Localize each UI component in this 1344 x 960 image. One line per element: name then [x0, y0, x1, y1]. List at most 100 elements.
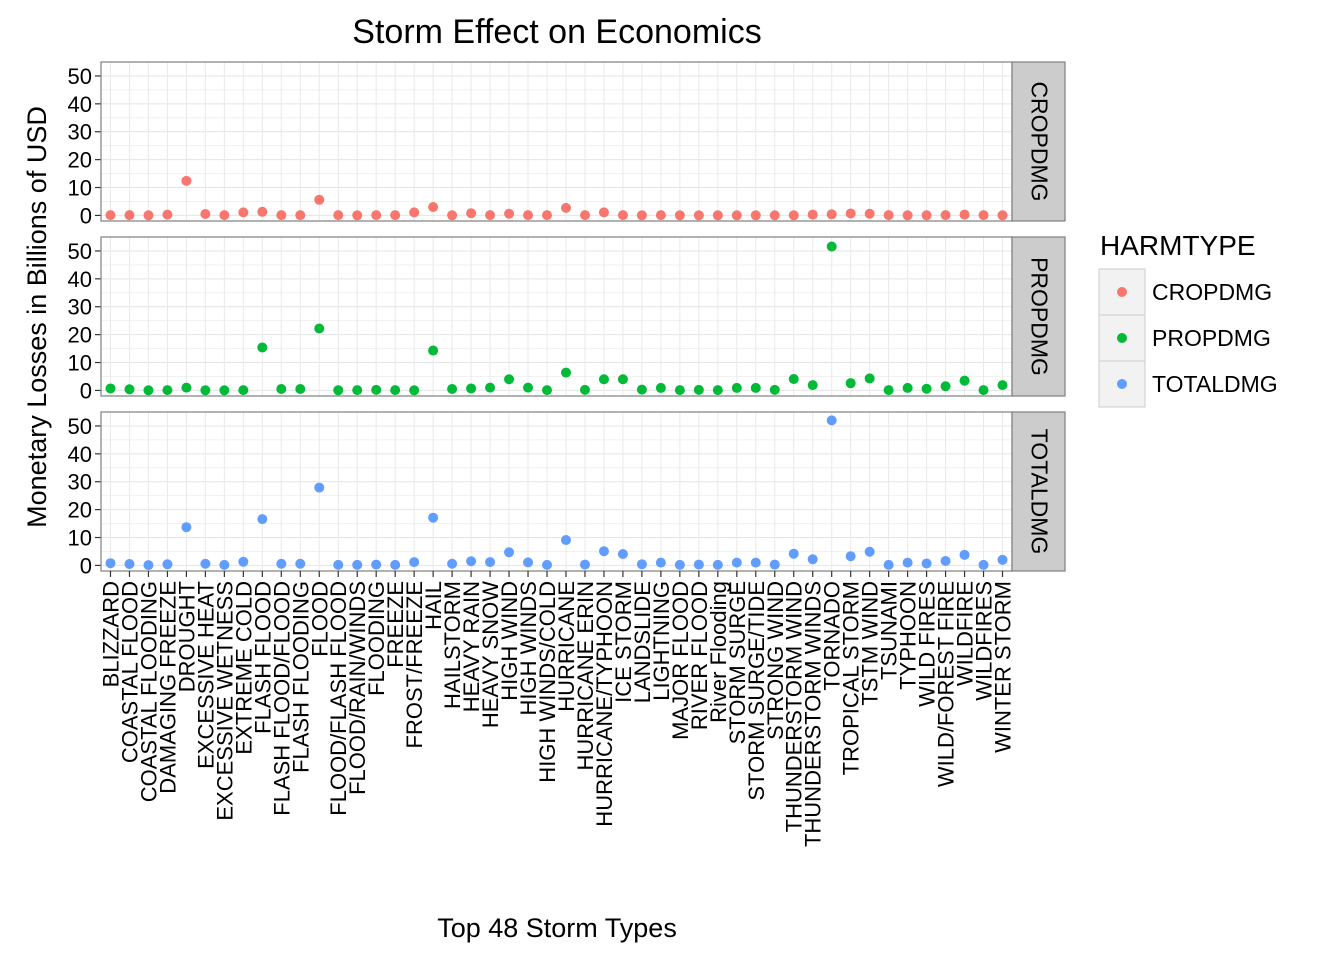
data-point-propdmg — [674, 385, 685, 396]
x-tick-label: ICE STORM — [611, 581, 636, 703]
data-point-totaldmg — [200, 558, 211, 569]
legend-item-totaldmg: TOTALDMG — [1098, 360, 1278, 408]
y-tick-label: 20 — [68, 323, 92, 348]
data-point-cropdmg — [883, 210, 894, 221]
data-point-propdmg — [731, 382, 742, 393]
x-tick-label: WILD/FOREST FIRE — [934, 581, 959, 787]
data-point-cropdmg — [940, 210, 951, 221]
x-tick-label: HAILSTORM — [440, 581, 465, 709]
x-tick-label: COASTAL FLOODING — [136, 581, 161, 802]
data-point-totaldmg — [485, 557, 496, 568]
data-point-propdmg — [466, 383, 477, 394]
data-point-totaldmg — [807, 554, 818, 565]
data-point-cropdmg — [143, 210, 154, 221]
x-tick-label: WILDFIRE — [953, 581, 978, 686]
data-point-propdmg — [504, 374, 515, 385]
data-point-cropdmg — [712, 210, 723, 221]
x-tick-label: STORM SURGE — [725, 581, 750, 744]
x-tick-label: HAIL — [421, 581, 446, 630]
data-point-cropdmg — [560, 202, 571, 213]
data-point-totaldmg — [409, 557, 420, 568]
x-tick-label: WILD FIRES — [915, 581, 940, 707]
legend-key — [1098, 268, 1146, 316]
data-point-cropdmg — [959, 209, 970, 220]
data-point-propdmg — [333, 385, 344, 396]
facet-strip-label: TOTALDMG — [1027, 429, 1053, 555]
data-point-totaldmg — [542, 559, 553, 570]
data-point-totaldmg — [390, 559, 401, 570]
y-tick-label: 20 — [68, 148, 92, 173]
data-point-propdmg — [769, 384, 780, 395]
data-point-propdmg — [390, 385, 401, 396]
x-tick-label: DROUGHT — [174, 581, 199, 692]
data-point-totaldmg — [579, 559, 590, 570]
y-tick-label: 10 — [68, 526, 92, 551]
data-point-cropdmg — [864, 208, 875, 219]
data-point-totaldmg — [883, 559, 894, 570]
facet-strip — [1011, 411, 1066, 572]
data-point-cropdmg — [447, 210, 458, 221]
data-point-propdmg — [181, 382, 192, 393]
x-tick-label: TORNADO — [820, 581, 845, 691]
data-point-propdmg — [978, 385, 989, 396]
data-point-totaldmg — [143, 560, 154, 571]
data-point-propdmg — [845, 378, 856, 389]
x-tick-label: THUNDERSTORM WIND — [782, 581, 807, 832]
data-point-propdmg — [409, 385, 420, 396]
data-point-totaldmg — [105, 558, 116, 569]
data-point-cropdmg — [428, 202, 439, 213]
data-point-totaldmg — [997, 554, 1008, 565]
x-tick-label: HIGH WIND — [497, 581, 522, 701]
legend-item-cropdmg: CROPDMG — [1098, 268, 1272, 316]
facet-panels: 01020304050CROPDMG01020304050PROPDMG0102… — [68, 61, 1066, 578]
data-point-cropdmg — [523, 210, 534, 221]
data-point-totaldmg — [428, 512, 439, 523]
y-tick-label: 20 — [68, 498, 92, 523]
data-point-cropdmg — [333, 210, 344, 221]
data-point-cropdmg — [314, 194, 325, 205]
data-point-totaldmg — [276, 558, 287, 569]
data-point-totaldmg — [598, 546, 609, 557]
x-tick-label: BLIZZARD — [98, 581, 123, 687]
data-point-propdmg — [542, 385, 553, 396]
x-tick-label: EXCESSIVE WETNESS — [212, 581, 237, 821]
y-tick-label: 0 — [80, 378, 92, 403]
x-tick-label: HIGH WINDS/COLD — [535, 581, 560, 783]
data-point-totaldmg — [162, 559, 173, 570]
x-tick-label: TSUNAMI — [877, 581, 902, 680]
data-point-totaldmg — [902, 557, 913, 568]
x-tick-label: FLOOD/RAIN/WINDS — [345, 581, 370, 795]
x-tick-label: TROPICAL STORM — [839, 581, 864, 775]
data-point-propdmg — [314, 323, 325, 334]
data-point-cropdmg — [371, 210, 382, 221]
x-tick-label: LANDSLIDE — [630, 581, 655, 703]
data-point-propdmg — [655, 382, 666, 393]
data-point-totaldmg — [371, 559, 382, 570]
legend-label: TOTALDMG — [1152, 371, 1278, 397]
data-point-totaldmg — [124, 559, 135, 570]
facet-panel-cropdmg: 010 20 30 40 50 CROPDMG — [68, 61, 1066, 228]
data-point-cropdmg — [598, 207, 609, 218]
y-tick-label: 50 — [68, 64, 92, 89]
y-tick-label: 40 — [68, 442, 92, 467]
data-point-cropdmg — [409, 207, 420, 218]
data-point-propdmg — [997, 380, 1008, 391]
data-point-cropdmg — [295, 210, 306, 221]
x-tick-label: WINTER STORM — [991, 581, 1016, 753]
data-point-propdmg — [940, 381, 951, 392]
data-point-cropdmg — [181, 175, 192, 186]
data-point-cropdmg — [807, 209, 818, 220]
data-point-cropdmg — [219, 210, 230, 221]
y-tick-label: 50 — [68, 414, 92, 439]
facet-strip-label: CROPDMG — [1027, 81, 1053, 201]
data-point-cropdmg — [124, 210, 135, 221]
data-point-totaldmg — [466, 556, 477, 567]
data-point-propdmg — [921, 383, 932, 394]
data-point-totaldmg — [655, 557, 666, 568]
legend-swatch — [1117, 333, 1127, 343]
data-point-propdmg — [143, 385, 154, 396]
facet-panel-propdmg: 010 20 30 40 50 PROPDMG — [68, 236, 1066, 403]
data-point-propdmg — [617, 374, 628, 385]
data-point-totaldmg — [712, 559, 723, 570]
data-point-propdmg — [693, 384, 704, 395]
